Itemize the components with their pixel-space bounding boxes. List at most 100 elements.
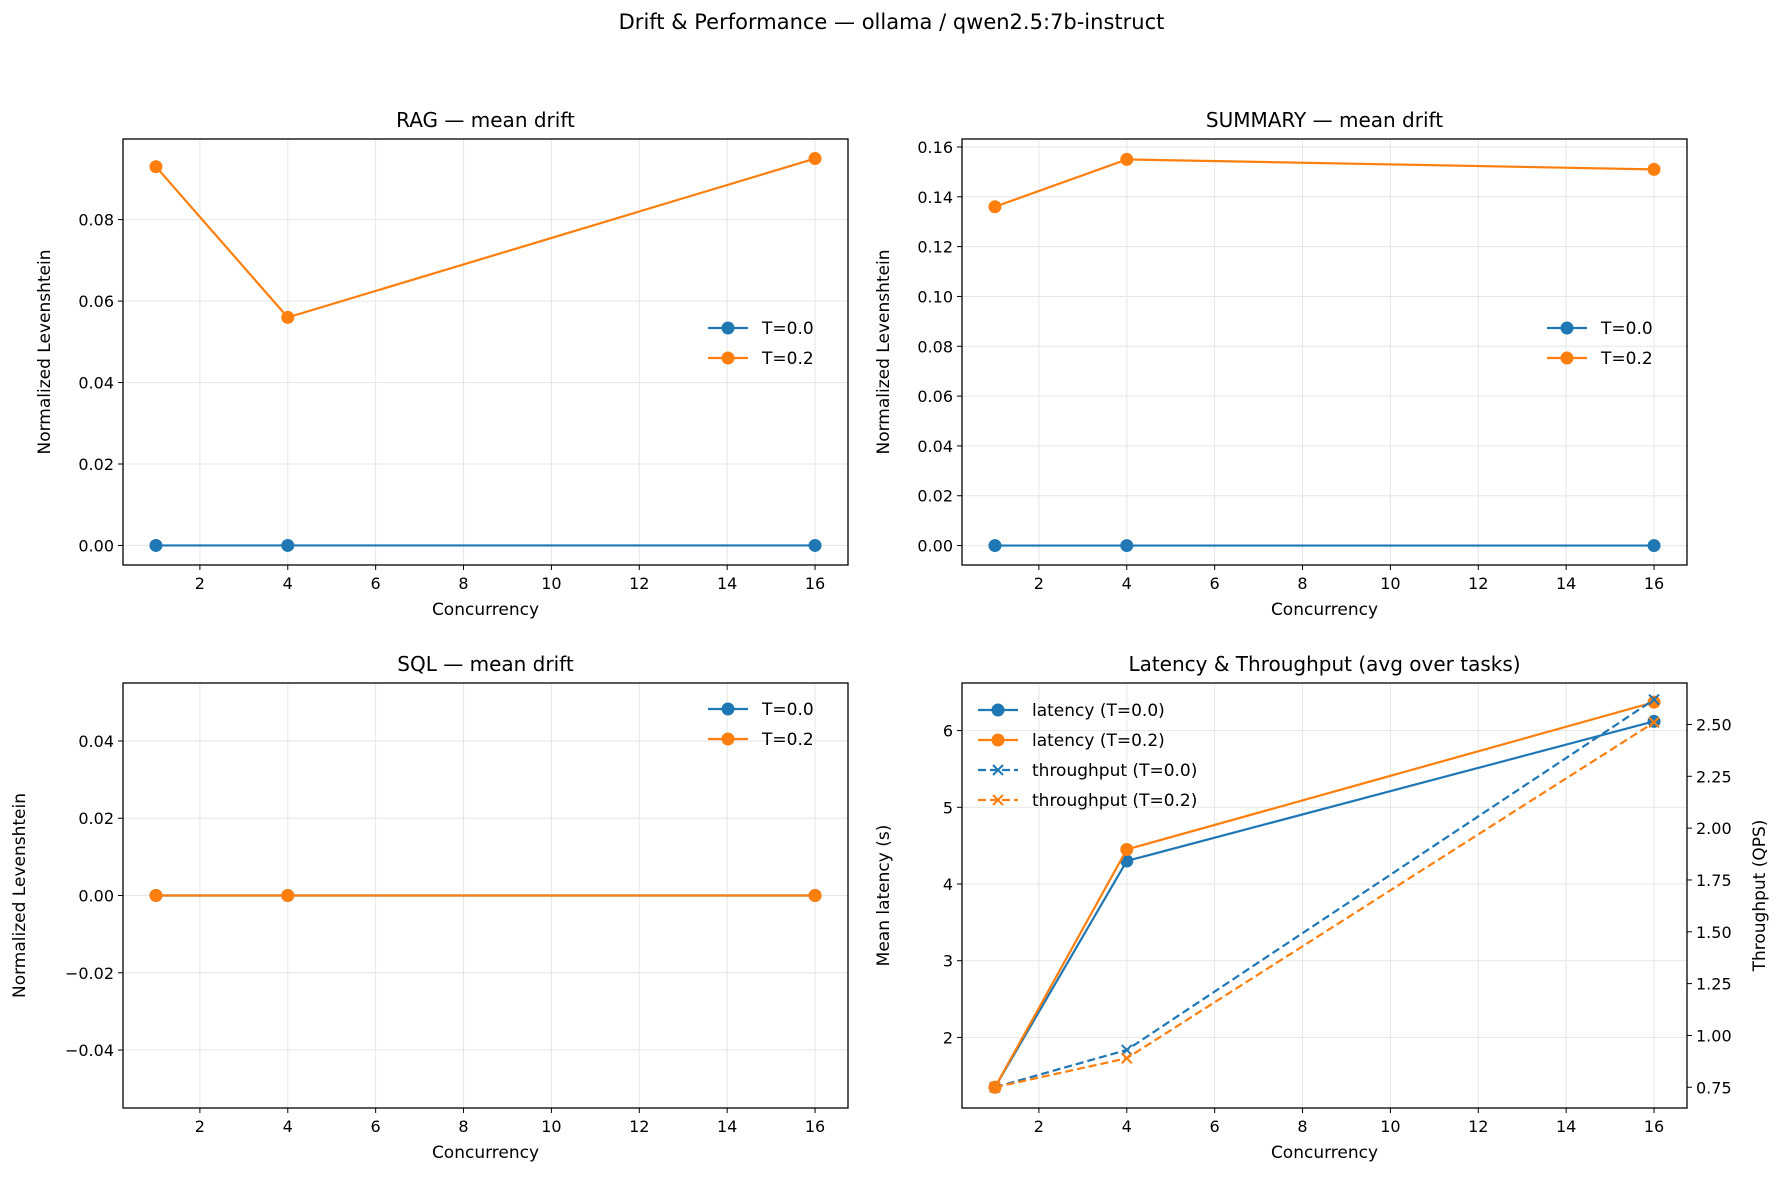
legend-label: throughput (T=0.2) — [1032, 791, 1197, 811]
data-point — [1120, 842, 1134, 856]
y-tick-label: 0.08 — [78, 211, 114, 230]
data-point — [1121, 1044, 1133, 1056]
x-tick-label: 6 — [371, 574, 381, 593]
data-point — [808, 152, 822, 166]
legend-marker — [721, 702, 735, 716]
data-point — [149, 538, 163, 552]
y-axis-label: Normalized Levenshtein — [35, 250, 55, 455]
x-tick-label: 2 — [1034, 574, 1044, 593]
x-tick-label: 4 — [283, 574, 293, 593]
x-tick-label: 16 — [1644, 1117, 1664, 1136]
legend-label: latency (T=0.0) — [1032, 701, 1165, 721]
x-tick-label: 6 — [1210, 574, 1220, 593]
x-tick-label: 10 — [541, 1117, 561, 1136]
legend-marker — [1560, 321, 1574, 335]
legend-marker — [991, 703, 1005, 717]
y2-tick-label: 2.00 — [1696, 819, 1732, 838]
data-point — [988, 539, 1002, 553]
axes-frame — [122, 138, 849, 566]
x-tick-label: 2 — [1034, 1117, 1044, 1136]
x-tick-label: 4 — [283, 1117, 293, 1136]
series-line-1 — [994, 158, 1655, 208]
data-point — [988, 200, 1002, 214]
y-tick-label: 0.02 — [78, 455, 114, 474]
y-tick-label: 0.06 — [917, 387, 953, 406]
legend-label: T=0.0 — [761, 700, 814, 720]
data-point — [989, 1081, 1001, 1093]
y-tick-label: 0.10 — [917, 287, 953, 306]
x-tick-label: 16 — [805, 574, 825, 593]
y-tick-label: 0.00 — [917, 537, 953, 556]
legend-label: T=0.2 — [761, 730, 814, 750]
y2-tick-label: 1.50 — [1696, 923, 1732, 942]
data-point — [281, 889, 295, 902]
legend-label: T=0.2 — [1600, 349, 1653, 369]
subplot-title: RAG — mean drift — [396, 108, 575, 132]
data-point — [149, 160, 163, 174]
x-tick-label: 10 — [1380, 574, 1400, 593]
x-tick-label: 10 — [1380, 1117, 1400, 1136]
legend-label: T=0.0 — [761, 319, 814, 339]
data-point — [281, 310, 295, 324]
axes-frame — [122, 682, 849, 1109]
x-axis-label: Concurrency — [1271, 1143, 1378, 1163]
x-tick-label: 8 — [458, 1117, 468, 1136]
y-tick-label: 0.16 — [917, 138, 953, 157]
y-tick-label: 6 — [943, 722, 953, 741]
legend-label: T=0.0 — [1600, 319, 1653, 339]
legend-label: throughput (T=0.0) — [1032, 761, 1197, 781]
x-axis-label: Concurrency — [1271, 600, 1378, 620]
subplot-2: 2 4 6 8 10 12 14 16 −0.04 −0.02 0.00 0.02 0.04 SQL — … — [10, 652, 849, 1163]
data-point — [1120, 539, 1134, 553]
data-point — [1647, 162, 1661, 176]
x-tick-label: 6 — [371, 1117, 381, 1136]
series-line-2 — [994, 698, 1655, 1089]
data-point — [149, 889, 163, 902]
legend: T=0.0 T=0.2 — [708, 319, 814, 369]
y-tick-label: 0.04 — [78, 732, 114, 751]
data-point — [808, 889, 822, 902]
x-tick-label: 16 — [1644, 574, 1664, 593]
x-tick-label: 14 — [717, 1117, 737, 1136]
legend-marker — [721, 321, 735, 335]
y2-tick-label: 1.75 — [1696, 871, 1732, 890]
x-axis-label: Concurrency — [432, 1143, 539, 1163]
subplot-3: 2 4 6 8 10 12 14 16 2 3 4 5 6 0.75 1.00 1.25 1.50 1.75 2.0… — [874, 652, 1770, 1163]
y-tick-label: 0.04 — [78, 374, 114, 393]
axes-frame — [961, 682, 1688, 1109]
y-tick-label: 0.02 — [78, 809, 114, 828]
x-tick-label: 8 — [458, 574, 468, 593]
x-tick-label: 8 — [1297, 574, 1307, 593]
y2-tick-label: 1.25 — [1696, 975, 1732, 994]
subplot-title: SQL — mean drift — [397, 652, 574, 676]
y-tick-label: −0.02 — [65, 964, 114, 983]
legend: T=0.0 T=0.2 — [708, 700, 814, 750]
y2-tick-label: 2.25 — [1696, 767, 1732, 786]
x-axis-label: Concurrency — [432, 600, 539, 620]
legend: T=0.0 T=0.2 — [1547, 319, 1653, 369]
y-tick-label: 0.04 — [917, 437, 953, 456]
y-tick-label: 0.06 — [78, 292, 114, 311]
x-tick-label: 14 — [717, 574, 737, 593]
y-tick-label: 0.08 — [917, 337, 953, 356]
y2-tick-label: 1.00 — [1696, 1026, 1732, 1045]
x-tick-label: 8 — [1297, 1117, 1307, 1136]
y-axis-label: Normalized Levenshtein — [10, 793, 30, 998]
x-tick-label: 16 — [805, 1117, 825, 1136]
legend-marker — [721, 351, 735, 365]
x-tick-label: 4 — [1122, 574, 1132, 593]
x-tick-label: 14 — [1556, 574, 1576, 593]
y-tick-label: 0.14 — [917, 188, 953, 207]
y-tick-label: 2 — [943, 1028, 953, 1047]
y-tick-label: 0.00 — [78, 887, 114, 906]
legend-marker — [721, 732, 735, 746]
x-tick-label: 10 — [541, 574, 561, 593]
x-tick-label: 12 — [629, 574, 649, 593]
x-tick-label: 4 — [1122, 1117, 1132, 1136]
x-tick-label: 14 — [1556, 1117, 1576, 1136]
subplot-1: 2 4 6 8 10 12 14 16 0.00 0.02 0.04 0.06 0.08 0.10 0.12… — [874, 108, 1688, 620]
legend-marker — [992, 764, 1004, 776]
legend-marker — [992, 794, 1004, 806]
x-tick-label: 12 — [1468, 1117, 1488, 1136]
